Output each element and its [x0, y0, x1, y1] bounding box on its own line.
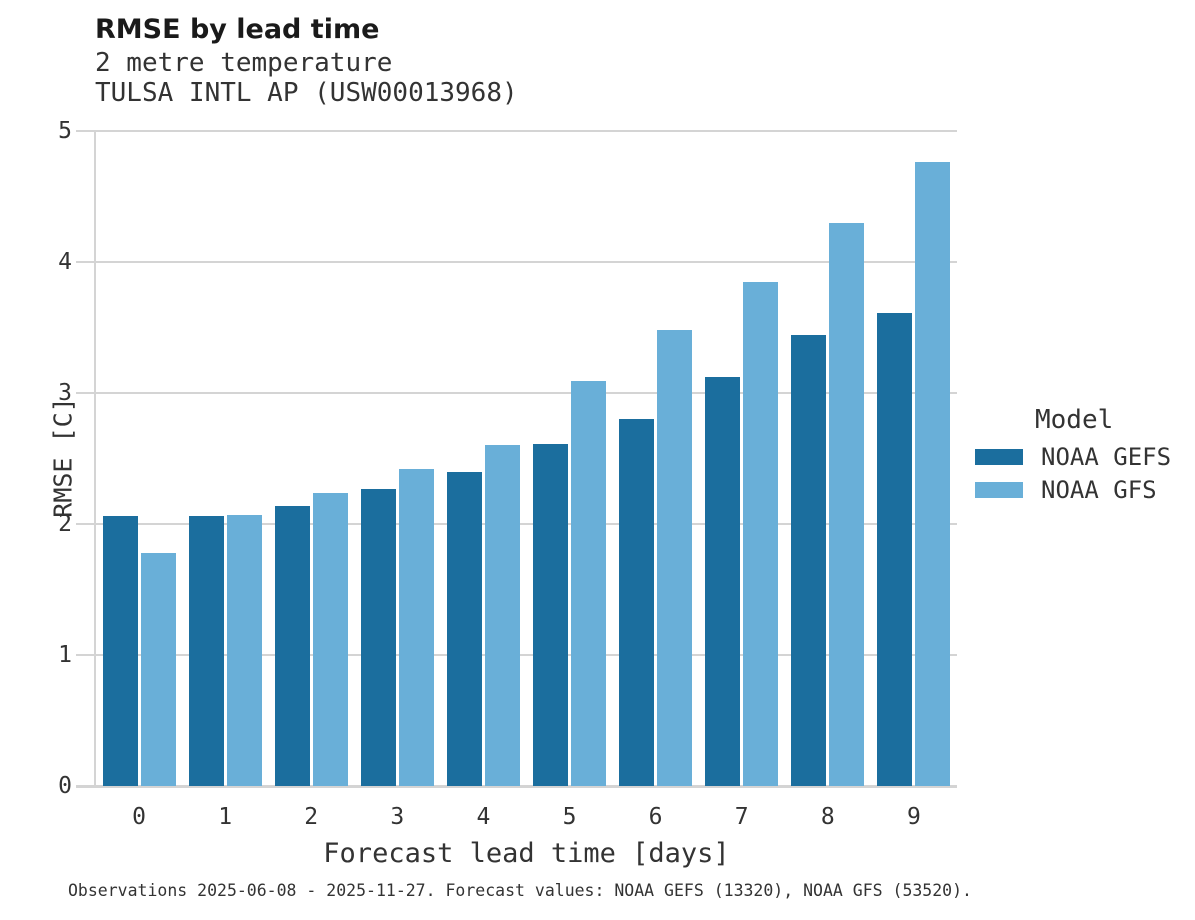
chart-subtitle-station: TULSA INTL AP (USW00013968): [95, 78, 518, 108]
y-axis-line: [94, 131, 96, 788]
chart-header: RMSE by lead time 2 metre temperature TU…: [95, 14, 518, 108]
legend-title: Model: [1035, 405, 1114, 435]
bar-group-lead-3: [354, 131, 440, 786]
y-tick-label-3: 3: [58, 380, 72, 406]
bar-group-lead-1: [182, 131, 268, 786]
bar-noaa-gfs-lead-2: [312, 493, 348, 786]
bar-group-lead-8: [785, 131, 871, 786]
x-tick-label-2: 2: [304, 804, 319, 830]
y-tick-label-4: 4: [58, 249, 72, 275]
bar-noaa-gefs-lead-7: [705, 377, 741, 786]
bar-group-lead-2: [268, 131, 354, 786]
bar-noaa-gfs-lead-8: [829, 223, 865, 786]
bar-noaa-gfs-lead-3: [398, 469, 434, 786]
legend-swatch-noaa-gefs: [975, 448, 1023, 465]
bar-group-lead-6: [613, 131, 699, 786]
x-tick-label-1: 1: [218, 804, 233, 830]
y-tick-label-2: 2: [58, 511, 72, 537]
x-tick-label-0: 0: [132, 804, 146, 830]
legend-items: NOAA GEFS NOAA GFS: [975, 442, 1190, 504]
bar-noaa-gefs-lead-3: [360, 489, 396, 786]
gridline-y-3: [76, 392, 957, 394]
bar-noaa-gfs-lead-4: [484, 445, 520, 786]
chart-subtitle-variable: 2 metre temperature: [95, 48, 393, 78]
y-axis-title: RMSE [C]: [48, 397, 78, 518]
x-tick-label-7: 7: [734, 804, 749, 830]
chart-title: RMSE by lead time: [95, 14, 380, 45]
legend-item-noaa-gfs: NOAA GFS: [975, 475, 1190, 504]
x-tick-label-9: 9: [906, 804, 921, 830]
bar-group-lead-0: [96, 131, 182, 786]
x-tick-label-8: 8: [820, 804, 835, 830]
x-tick-label-3: 3: [390, 804, 405, 830]
legend-label: NOAA GFS: [1041, 475, 1157, 504]
x-tick-label-6: 6: [648, 804, 663, 830]
bar-noaa-gefs-lead-6: [619, 419, 655, 786]
legend-item-noaa-gefs: NOAA GEFS: [975, 442, 1190, 471]
x-axis-title: Forecast lead time [days]: [323, 838, 730, 869]
bar-noaa-gefs-lead-0: [102, 516, 138, 786]
bar-noaa-gefs-lead-5: [533, 444, 569, 786]
x-tick-labels: 0 1 2 3 4 5 6 7 8 9: [96, 804, 957, 830]
bar-noaa-gefs-lead-9: [877, 313, 913, 786]
legend-label: NOAA GEFS: [1041, 442, 1172, 471]
bar-group-lead-9: [871, 131, 957, 786]
y-tick-label-0: 0: [58, 773, 72, 799]
bar-group-lead-5: [526, 131, 612, 786]
bar-noaa-gfs-lead-6: [657, 330, 693, 786]
bar-noaa-gefs-lead-2: [274, 506, 310, 786]
plot-bars: [96, 131, 957, 786]
bar-noaa-gefs-lead-8: [791, 335, 827, 786]
legend: Model NOAA GEFS NOAA GFS: [975, 405, 1190, 511]
bar-noaa-gefs-lead-4: [446, 472, 482, 786]
bar-noaa-gfs-lead-7: [743, 282, 779, 786]
gridline-y-5: [76, 130, 957, 132]
bar-noaa-gfs-lead-0: [140, 553, 176, 786]
x-tick-label-5: 5: [562, 804, 577, 830]
bar-group-lead-4: [440, 131, 526, 786]
legend-swatch-noaa-gfs: [975, 481, 1023, 498]
caption: Observations 2025-06-08 - 2025-11-27. Fo…: [68, 881, 972, 900]
gridline-y-4: [76, 261, 957, 263]
x-tick-label-4: 4: [476, 804, 491, 830]
y-tick-label-5: 5: [58, 118, 72, 144]
bar-noaa-gfs-lead-9: [915, 162, 951, 786]
bar-noaa-gfs-lead-1: [226, 515, 262, 786]
bar-group-lead-7: [699, 131, 785, 786]
x-axis-line: [76, 786, 957, 788]
y-tick-label-1: 1: [58, 642, 72, 668]
bar-noaa-gefs-lead-1: [188, 516, 224, 786]
bar-noaa-gfs-lead-5: [571, 381, 607, 786]
